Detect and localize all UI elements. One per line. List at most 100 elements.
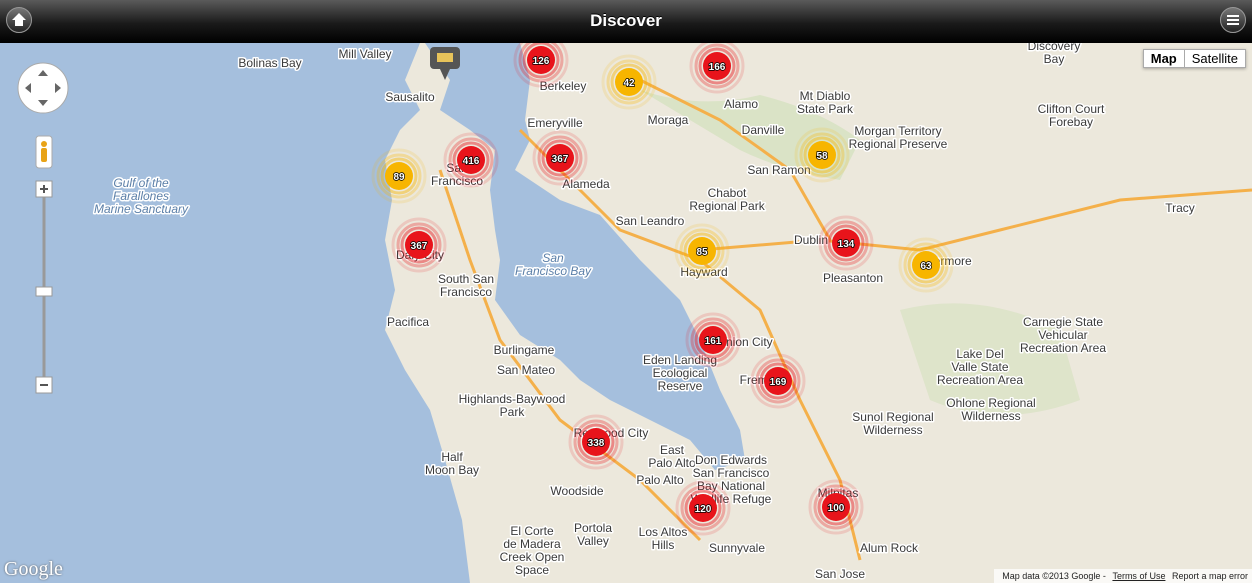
- cluster-halo: [601, 54, 657, 110]
- cluster-marker[interactable]: 126: [513, 43, 569, 88]
- cluster-marker[interactable]: 89: [371, 148, 427, 204]
- place-label: Clifton Court: [1038, 102, 1105, 116]
- cluster-marker[interactable]: 416: [443, 132, 499, 188]
- cluster-halo: [794, 127, 850, 183]
- cluster-marker[interactable]: 166: [689, 43, 745, 94]
- cluster-dot: [703, 52, 731, 80]
- place-label: Reserve: [658, 379, 703, 393]
- place-label: Eden Landing: [643, 353, 717, 367]
- place-label: San Francisco: [693, 466, 770, 480]
- place-label: Space: [515, 563, 549, 577]
- cluster-halo: [391, 217, 447, 273]
- cluster-marker[interactable]: 161: [685, 312, 741, 368]
- place-label: Morgan Territory: [854, 124, 941, 138]
- title: Discover: [590, 11, 662, 30]
- place-label: South San: [438, 272, 494, 286]
- place-label: Alameda: [562, 177, 610, 191]
- cluster-marker[interactable]: 58: [794, 127, 850, 183]
- terms-link[interactable]: Terms of Use: [1112, 571, 1166, 581]
- cluster-marker[interactable]: 338: [568, 414, 624, 470]
- cluster-halo: [698, 47, 736, 85]
- cluster-halo: [513, 43, 569, 88]
- home-icon: [12, 13, 26, 26]
- cluster-halo: [694, 43, 740, 89]
- menu-button[interactable]: [1220, 7, 1246, 33]
- cluster-marker[interactable]: 120: [675, 480, 731, 536]
- cluster-dot: [764, 367, 792, 395]
- place-label: Lake Del: [956, 347, 1003, 361]
- report-link[interactable]: Report a map error: [1171, 571, 1248, 581]
- place-label: Francisco Bay: [515, 264, 592, 278]
- place-label: Highlands-Baywood: [459, 392, 566, 406]
- place-label: Pleasanton: [823, 271, 883, 285]
- cluster-marker[interactable]: 169: [750, 353, 806, 409]
- cluster-halo: [518, 43, 564, 83]
- cluster-halo: [400, 226, 438, 264]
- cluster-halo: [799, 132, 845, 178]
- menu-icon: [1227, 15, 1239, 25]
- place-label: Farallones: [113, 189, 169, 203]
- cluster-dot: [808, 141, 836, 169]
- cluster-dot: [546, 144, 574, 172]
- attribution: Map data ©2013 Google -: [1002, 571, 1106, 581]
- zoom-in[interactable]: [35, 180, 53, 198]
- ocean: [0, 43, 470, 583]
- place-label: Recreation Area: [937, 373, 1023, 387]
- place-label: Alum Rock: [860, 541, 919, 555]
- cluster-marker[interactable]: 367: [391, 217, 447, 273]
- cluster-count: 134: [838, 239, 855, 250]
- cluster-count: 42: [623, 78, 635, 89]
- place-label: East: [660, 443, 685, 457]
- place-label: Half: [441, 450, 463, 464]
- cluster-halo: [755, 358, 801, 404]
- place-label: Berkeley: [540, 79, 587, 93]
- cluster-count: 367: [552, 154, 569, 165]
- cluster-count: 367: [411, 241, 428, 252]
- cluster-marker[interactable]: 367: [532, 130, 588, 186]
- place-label: Palo Alto: [648, 456, 696, 470]
- cluster-halo: [448, 137, 494, 183]
- cluster-halo: [907, 246, 945, 284]
- home-button[interactable]: [6, 7, 32, 33]
- place-label: Discovery: [1028, 43, 1081, 53]
- cluster-halo: [808, 479, 864, 535]
- place-label: Valle State: [951, 360, 1008, 374]
- place-label: San Mateo: [497, 363, 555, 377]
- map[interactable]: Mill Valley Sausalito Bolinas Bay Berkeley E…: [0, 43, 1252, 583]
- cluster-marker[interactable]: 134: [818, 215, 874, 271]
- cluster-halo: [541, 139, 579, 177]
- place-label: Sunnyvale: [709, 541, 765, 555]
- place-label: de Madera: [503, 537, 561, 551]
- place-label: Emeryville: [527, 116, 583, 130]
- zoom-handle[interactable]: [35, 286, 53, 297]
- cluster-count: 63: [920, 261, 932, 272]
- cluster-count: 120: [695, 504, 712, 515]
- cluster-marker[interactable]: 100: [808, 479, 864, 535]
- cluster-marker[interactable]: 63: [898, 237, 954, 293]
- place-label: Portola: [574, 521, 612, 535]
- cluster-halo: [674, 223, 730, 279]
- cluster-halo: [675, 480, 731, 536]
- place-label: Francisco: [440, 285, 492, 299]
- place-label: Park: [500, 405, 526, 419]
- place-label: Dublin: [794, 233, 828, 247]
- zoom-out[interactable]: [35, 376, 53, 394]
- info-pin[interactable]: [430, 47, 460, 80]
- cluster-count: 169: [770, 377, 787, 388]
- pan-control[interactable]: [17, 62, 69, 114]
- cluster-dot: [822, 493, 850, 521]
- satellite-button[interactable]: Satellite: [1191, 51, 1238, 66]
- highway: [438, 169, 702, 542]
- cluster-halo: [396, 222, 442, 268]
- cluster-halo: [827, 224, 865, 262]
- cluster-count: 338: [588, 438, 605, 449]
- cluster-dot: [688, 237, 716, 265]
- pegman[interactable]: [35, 135, 53, 169]
- cluster-halo: [898, 237, 954, 293]
- cluster-halo: [376, 153, 422, 199]
- place-label: Ecological: [653, 366, 708, 380]
- place-label: Bolinas Bay: [238, 56, 301, 70]
- map-button[interactable]: Map: [1144, 50, 1185, 67]
- cluster-marker[interactable]: 42: [601, 54, 657, 110]
- cluster-marker[interactable]: 85: [674, 223, 730, 279]
